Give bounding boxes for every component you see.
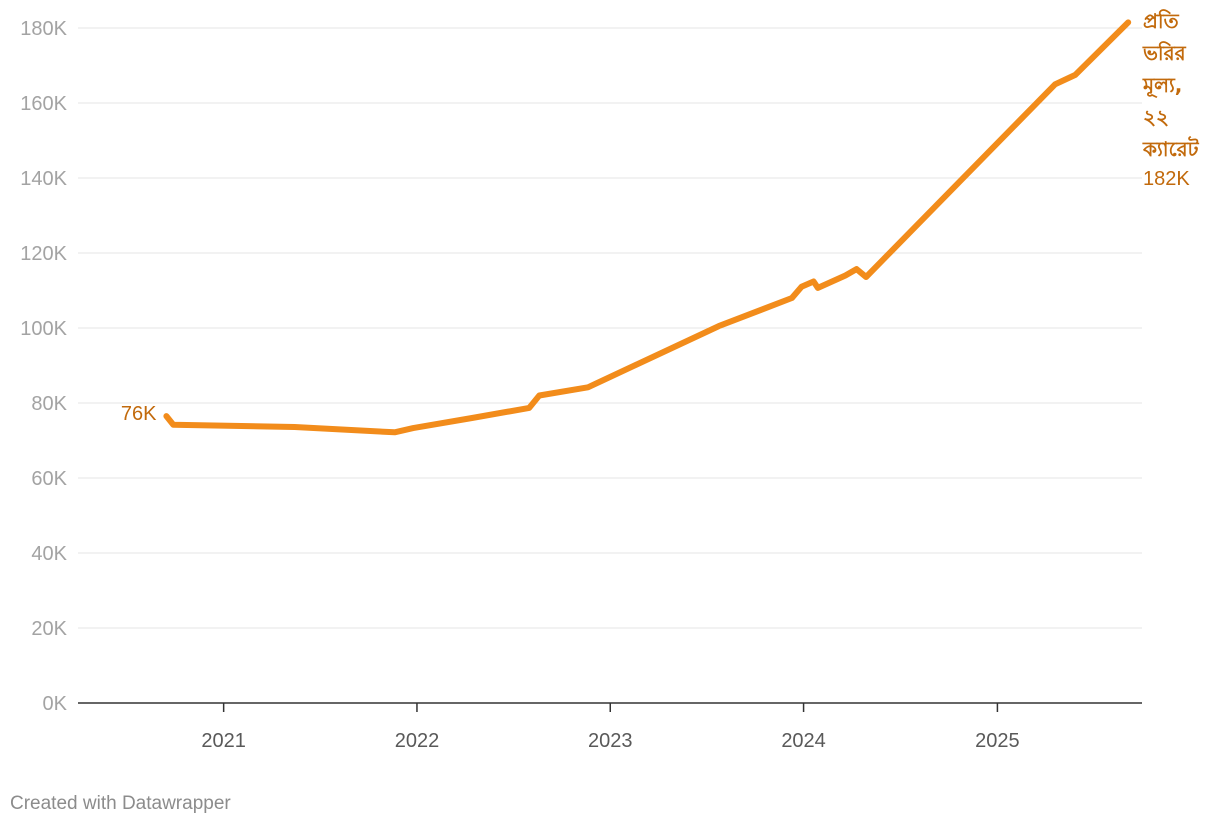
series-lines [163,19,1132,436]
y-axis-ticks: 0K 20K 40K 60K 80K 100K 120K 140K 160K 180K [20,18,67,715]
series-name-label: ভরির [1142,41,1187,65]
datawrapper-credit: Created with Datawrapper [10,793,231,814]
series-name-label: মূল্য, [1142,73,1182,98]
x-axis-ticks: 2021 2022 2023 2024 2025 [201,703,1020,752]
series-line [163,19,1132,436]
series-name-label: প্রতি [1143,9,1180,33]
y-tick-label: 140K [20,168,67,190]
start-value-label: 76K [121,403,157,425]
end-value-label: 182K [1143,168,1190,190]
y-tick-label: 20K [31,618,67,640]
y-tick-label: 40K [31,543,67,565]
y-tick-label: 60K [31,468,67,490]
y-tick-label: 0K [43,693,68,715]
y-tick-label: 120K [20,243,67,265]
x-tick-label: 2024 [781,730,826,752]
series-name-label: ২২ [1143,105,1169,129]
y-tick-label: 160K [20,93,67,115]
x-tick-label: 2025 [975,730,1020,752]
x-tick-label: 2023 [588,730,633,752]
y-tick-label: 180K [20,18,67,40]
y-tick-label: 100K [20,318,67,340]
x-tick-label: 2021 [201,730,246,752]
series-labels: 76K প্রতি ভরির মূল্য, ২২ ক্যারেট 182K [121,9,1200,425]
x-tick-label: 2022 [395,730,440,752]
series-name-label: ক্যারেট [1142,136,1200,161]
gridlines [78,27,1142,629]
y-tick-label: 80K [31,393,67,415]
